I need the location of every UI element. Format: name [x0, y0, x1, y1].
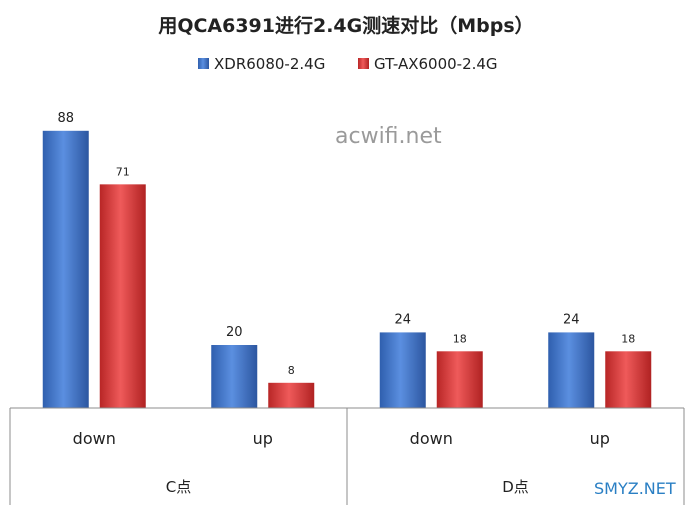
value-label-xdr6080-3: 24 [563, 312, 580, 327]
watermark-smyz: SMYZ.NET [594, 479, 676, 498]
bars-layer: 88 71 20 8 24 18 24 18 [42, 111, 652, 409]
legend-label-gt-ax6000: GT-AX6000-2.4G [374, 55, 498, 73]
bar-xdr6080-0 [42, 130, 89, 409]
legend-swatch-gt-ax6000 [358, 58, 369, 69]
category-label-3: up [590, 429, 610, 448]
legend-label-xdr6080: XDR6080-2.4G [214, 55, 325, 73]
value-label-gt-ax6000-2: 18 [453, 332, 467, 345]
watermark-acwifi: acwifi.net [335, 124, 442, 149]
bar-gt-ax6000-1 [268, 382, 315, 408]
bar-xdr6080-2 [379, 332, 426, 408]
group-label-1: D点 [502, 478, 529, 496]
bar-gt-ax6000-3 [605, 351, 652, 408]
category-label-1: up [253, 429, 273, 448]
bar-gt-ax6000-0 [99, 184, 146, 408]
legend-swatch-xdr6080 [198, 58, 209, 69]
group-label-0: C点 [166, 478, 191, 496]
value-label-gt-ax6000-3: 18 [621, 332, 635, 345]
category-label-2: down [410, 429, 453, 448]
category-label-0: down [73, 429, 116, 448]
value-label-xdr6080-1: 20 [226, 325, 243, 340]
legend: XDR6080-2.4G GT-AX6000-2.4G [198, 55, 498, 73]
bar-gt-ax6000-2 [436, 351, 483, 408]
value-label-xdr6080-0: 88 [57, 111, 74, 126]
chart-title: 用QCA6391进行2.4G测速对比（Mbps） [158, 14, 533, 37]
value-label-gt-ax6000-0: 71 [116, 165, 130, 178]
value-label-gt-ax6000-1: 8 [288, 364, 295, 377]
bar-xdr6080-3 [548, 332, 595, 408]
value-label-xdr6080-2: 24 [394, 312, 411, 327]
bar-xdr6080-1 [211, 345, 258, 408]
category-axis: down up down up C点 D点 [9, 407, 685, 505]
